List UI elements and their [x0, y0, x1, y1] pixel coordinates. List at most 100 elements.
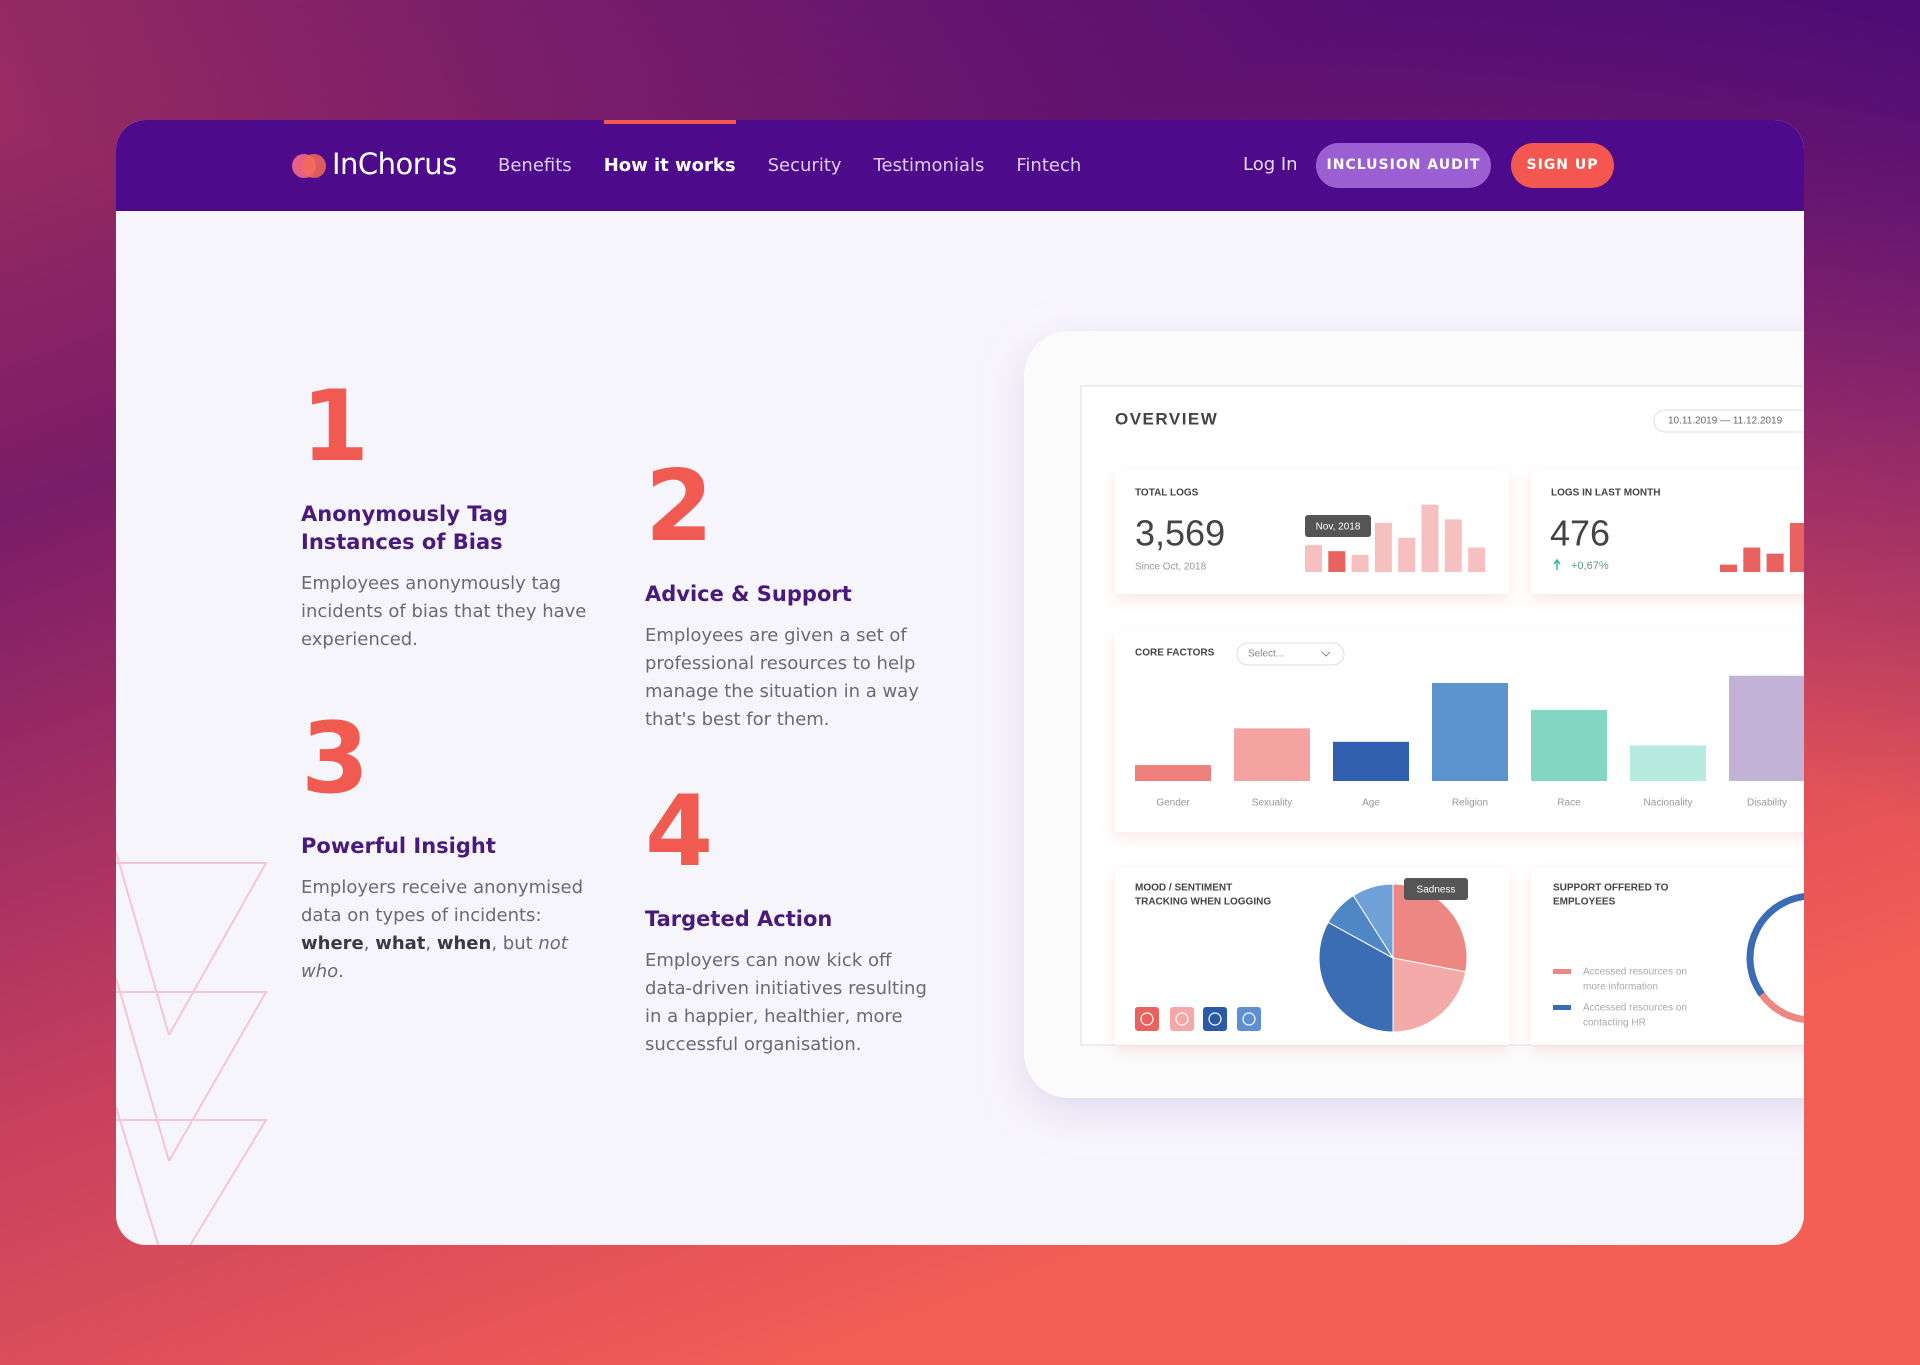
nav-link[interactable]: Security [767, 155, 842, 176]
step-body: Employers receive anonymised data on type… [301, 874, 621, 986]
nav-bar: InChorus Benefits How it works Security Tes… [116, 120, 1804, 211]
title-line: Instances of Bias [301, 530, 503, 554]
body-line: professional resources to help [645, 653, 916, 674]
label: LOGS IN LAST MONTH [1551, 488, 1660, 499]
label: Sadness [1417, 885, 1456, 896]
select-box[interactable] [1236, 642, 1345, 666]
step: 1 Anonymously Tag Instances of Bias Employe… [301, 378, 621, 654]
pie-slice [1318, 921, 1394, 1033]
bar [1766, 553, 1784, 572]
label: 3,569 [1135, 513, 1225, 554]
chevron [1321, 651, 1331, 657]
label: Race [1557, 798, 1581, 809]
label: Sexuality [1252, 798, 1293, 809]
tooltip [1404, 878, 1468, 900]
step: 2 Advice & Support Employees are given a s… [645, 458, 965, 734]
step-title: Anonymously Tag Instances of Bias [301, 500, 621, 556]
nav-link[interactable]: Benefits [498, 155, 572, 176]
bar [1743, 547, 1761, 572]
text-run: who [301, 961, 339, 982]
body-line: that's best for them. [645, 709, 830, 730]
decoration [116, 851, 268, 1245]
nav-links: Benefits How it works Security Testimonials… [498, 120, 1081, 211]
nav-link[interactable]: How it works [603, 120, 736, 211]
label: contacting HR [1583, 1018, 1646, 1029]
label: TOTAL LOGS [1135, 488, 1199, 499]
bar [1444, 519, 1462, 572]
step: 4 Targeted Action Employers can now kick o… [645, 783, 965, 1059]
body-line: Employers can now kick off [645, 950, 892, 971]
label: +0,67% [1571, 560, 1609, 572]
label: SUPPORT OFFERED TO [1553, 883, 1669, 894]
step-title: Targeted Action [645, 905, 965, 933]
login-link[interactable]: Log In [1243, 154, 1298, 175]
step-body: Employees are given a set of professional… [645, 622, 965, 734]
legend-swatch [1553, 1005, 1571, 1010]
label: more information [1583, 982, 1658, 993]
label: 476 [1550, 513, 1610, 554]
nav-link[interactable]: Fintech [1016, 155, 1082, 176]
label: Gender [1156, 798, 1190, 809]
up-arrow [1553, 558, 1561, 570]
signup-button[interactable]: SIGN UP [1511, 143, 1614, 188]
text-run: when [436, 933, 492, 954]
label: Religion [1452, 798, 1488, 809]
bar [1305, 545, 1322, 572]
tooltip [1305, 515, 1371, 537]
bar [1234, 728, 1310, 781]
pie-slice [1392, 957, 1467, 1033]
label: Nov, 2018 [1316, 522, 1361, 533]
body-line: where, what, when, but not [301, 930, 621, 958]
step: 3 Powerful Insight Employers receive anony… [301, 710, 621, 986]
body-line: manage the situation in a way [645, 681, 919, 702]
text-run: , but [491, 933, 539, 954]
bar [1135, 765, 1211, 781]
label: MOOD / SENTIMENT [1135, 883, 1232, 894]
card: InChorus Benefits How it works Security Tes… [116, 120, 1804, 1245]
title-line: Powerful Insight [301, 834, 496, 858]
bar [1351, 554, 1369, 572]
logo[interactable]: InChorus [332, 147, 457, 181]
body-line: Employers receive anonymised [301, 877, 583, 898]
text-run: , [425, 933, 437, 954]
body-line: in a happier, healthier, more [645, 1006, 903, 1027]
dashboard: OVERVIEW 10.11.2019 — 11.12.2019 TOTAL LOG… [1024, 331, 1804, 1098]
bar [1531, 709, 1607, 781]
bar [1328, 551, 1346, 572]
label: EMPLOYEES [1553, 897, 1616, 908]
title-line: Targeted Action [645, 907, 833, 931]
donut-segment [1759, 992, 1804, 1023]
label: 10.11.2019 — 11.12.2019 [1668, 416, 1783, 427]
pie-slice [1352, 883, 1394, 960]
text-run: where [301, 933, 364, 954]
body-line: data on types of incidents: [301, 905, 542, 926]
label: TRACKING WHEN LOGGING [1135, 897, 1271, 908]
text-run: what [375, 933, 426, 954]
label: Age [1362, 798, 1380, 809]
body-line: incidents of bias that they have [301, 601, 587, 622]
chart-card [1531, 867, 1804, 1045]
label: Select... [1248, 649, 1284, 660]
audit-button[interactable]: INCLUSION AUDIT [1316, 143, 1491, 188]
text-run: not [538, 933, 568, 954]
label: CORE FACTORS [1135, 648, 1215, 659]
bar [1398, 537, 1416, 572]
title-line: Anonymously Tag [301, 502, 509, 526]
label: Nacionality [1644, 798, 1693, 809]
bar [1421, 504, 1439, 572]
step-number: 2 [645, 450, 714, 564]
step-number: 1 [301, 370, 370, 484]
bar [1729, 675, 1804, 781]
body-line: successful organisation. [645, 1034, 862, 1055]
text-run: . [338, 961, 344, 982]
step-title: Advice & Support [645, 580, 965, 608]
body-line: data-driven initiatives resulting [645, 978, 927, 999]
donut-segment [1746, 893, 1804, 997]
nav-link[interactable]: Testimonials [873, 155, 985, 176]
label: Accessed resources on [1583, 1003, 1687, 1014]
step-number: 3 [301, 702, 370, 816]
bar [1374, 523, 1392, 572]
title-line: Advice & Support [645, 582, 852, 606]
bar [1333, 741, 1409, 781]
